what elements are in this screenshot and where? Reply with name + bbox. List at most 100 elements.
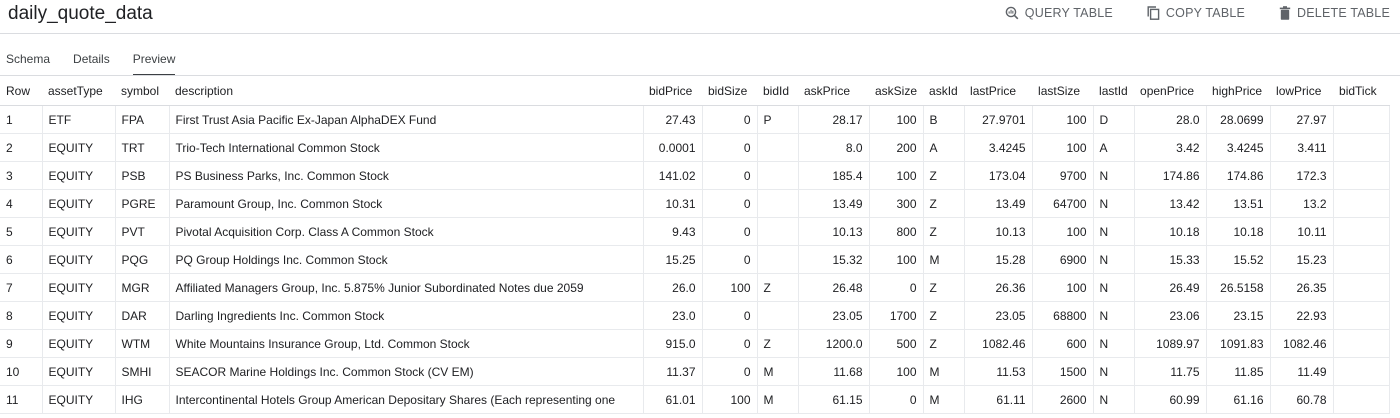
delete-table-button[interactable]: DELETE TABLE	[1279, 6, 1390, 20]
cell-highprice: 11.85	[1206, 357, 1271, 386]
cell-symbol: WTM	[115, 329, 170, 358]
table-row: 5 EQUITY PVT Pivotal Acquisition Corp. Clas…	[0, 217, 1390, 246]
cell-assettype: EQUITY	[42, 161, 116, 190]
cell-row: 4	[0, 189, 43, 218]
table-row: 1 ETF FPA First Trust Asia Pacific Ex-Japan…	[0, 105, 1390, 134]
cell-bidprice: 0.0001	[643, 133, 703, 162]
cell-openprice: 23.06	[1134, 301, 1207, 330]
cell-row: 5	[0, 217, 43, 246]
copy-table-button[interactable]: COPY TABLE	[1147, 6, 1245, 20]
cell-lastprice: 27.9701	[964, 105, 1033, 134]
cell-bidtick	[1333, 273, 1390, 302]
cell-askprice: 8.0	[798, 133, 870, 162]
table-row: 6 EQUITY PQG PQ Group Holdings Inc. Common …	[0, 245, 1390, 274]
cell-bidprice: 27.43	[643, 105, 703, 134]
cell-highprice: 15.52	[1206, 245, 1271, 274]
cell-askprice: 185.4	[798, 161, 870, 190]
cell-lastid: N	[1093, 189, 1135, 218]
cell-lastprice: 173.04	[964, 161, 1033, 190]
cell-lastprice: 3.4245	[964, 133, 1033, 162]
cell-lowprice: 60.78	[1270, 385, 1334, 414]
query-table-button[interactable]: QUERY TABLE	[1005, 6, 1113, 20]
preview-table: Row assetType symbol description bidPrice bid…	[0, 77, 1390, 414]
cell-openprice: 26.49	[1134, 273, 1207, 302]
cell-row: 6	[0, 245, 43, 274]
cell-lastid: N	[1093, 161, 1135, 190]
tab-divider	[0, 75, 1400, 76]
cell-description: Paramount Group, Inc. Common Stock	[169, 189, 644, 218]
column-header-lowprice: lowPrice	[1270, 77, 1334, 106]
column-header-lastid: lastId	[1093, 77, 1135, 106]
cell-lowprice: 15.23	[1270, 245, 1334, 274]
cell-bidtick	[1333, 105, 1390, 134]
cell-highprice: 23.15	[1206, 301, 1271, 330]
cell-bidprice: 23.0	[643, 301, 703, 330]
cell-lastsize: 600	[1032, 329, 1094, 358]
cell-askid: Z	[923, 329, 965, 358]
cell-description: White Mountains Insurance Group, Ltd. Co…	[169, 329, 644, 358]
cell-lastid: A	[1093, 133, 1135, 162]
cell-bidsize: 0	[702, 105, 758, 134]
cell-asksize: 300	[869, 189, 924, 218]
cell-bidid	[757, 245, 799, 274]
table-body: 1 ETF FPA First Trust Asia Pacific Ex-Japan…	[0, 105, 1390, 414]
cell-lastsize: 1500	[1032, 357, 1094, 386]
cell-bidid	[757, 189, 799, 218]
page-title: daily_quote_data	[8, 3, 153, 24]
cell-asksize: 500	[869, 329, 924, 358]
cell-lastprice: 13.49	[964, 189, 1033, 218]
trash-icon	[1279, 6, 1291, 20]
cell-bidid	[757, 161, 799, 190]
cell-asksize: 100	[869, 105, 924, 134]
cell-symbol: TRT	[115, 133, 170, 162]
cell-lastid: N	[1093, 385, 1135, 414]
column-header-bidid: bidId	[757, 77, 798, 106]
cell-highprice: 26.5158	[1206, 273, 1271, 302]
table-row: 2 EQUITY TRT Trio-Tech International Common…	[0, 133, 1390, 162]
cell-openprice: 60.99	[1134, 385, 1207, 414]
table-header-row: Row assetType symbol description bidPrice bid…	[0, 77, 1390, 106]
cell-bidsize: 100	[702, 273, 758, 302]
cell-openprice: 3.42	[1134, 133, 1207, 162]
cell-bidtick	[1333, 161, 1390, 190]
cell-highprice: 61.16	[1206, 385, 1271, 414]
tab-details[interactable]: Details	[73, 52, 110, 66]
cell-lastprice: 10.13	[964, 217, 1033, 246]
cell-askid: M	[923, 357, 965, 386]
cell-highprice: 1091.83	[1206, 329, 1271, 358]
cell-bidid: Z	[757, 329, 799, 358]
cell-lastprice: 26.36	[964, 273, 1033, 302]
cell-asksize: 0	[869, 273, 924, 302]
cell-lastsize: 64700	[1032, 189, 1094, 218]
cell-bidsize: 0	[702, 217, 758, 246]
cell-asksize: 100	[869, 161, 924, 190]
cell-lowprice: 22.93	[1270, 301, 1334, 330]
cell-bidtick	[1333, 357, 1390, 386]
cell-asksize: 100	[869, 245, 924, 274]
table-row: 8 EQUITY DAR Darling Ingredients Inc. Commo…	[0, 301, 1390, 330]
cell-assettype: EQUITY	[42, 385, 116, 414]
cell-row: 10	[0, 357, 43, 386]
tab-preview[interactable]: Preview	[132, 50, 176, 76]
cell-bidsize: 0	[702, 301, 758, 330]
cell-symbol: PQG	[115, 245, 170, 274]
cell-highprice: 10.18	[1206, 217, 1271, 246]
cell-symbol: FPA	[115, 105, 170, 134]
cell-lowprice: 27.97	[1270, 105, 1334, 134]
cell-askid: Z	[923, 189, 965, 218]
cell-askid: Z	[923, 273, 965, 302]
column-header-bidsize: bidSize	[702, 77, 757, 106]
table-row: 9 EQUITY WTM White Mountains Insurance Grou…	[0, 329, 1390, 358]
tab-schema[interactable]: Schema	[6, 52, 51, 66]
cell-description: Intercontinental Hotels Group American D…	[169, 385, 644, 414]
table-row: 10 EQUITY SMHI SEACOR Marine Holdings Inc. …	[0, 357, 1390, 386]
cell-askid: Z	[923, 301, 965, 330]
cell-bidtick	[1333, 301, 1390, 330]
cell-askprice: 1200.0	[798, 329, 870, 358]
cell-bidprice: 61.01	[643, 385, 703, 414]
cell-bidid	[757, 217, 799, 246]
cell-assettype: EQUITY	[42, 133, 116, 162]
cell-lastsize: 100	[1032, 273, 1094, 302]
cell-askprice: 11.68	[798, 357, 870, 386]
cell-askprice: 26.48	[798, 273, 870, 302]
